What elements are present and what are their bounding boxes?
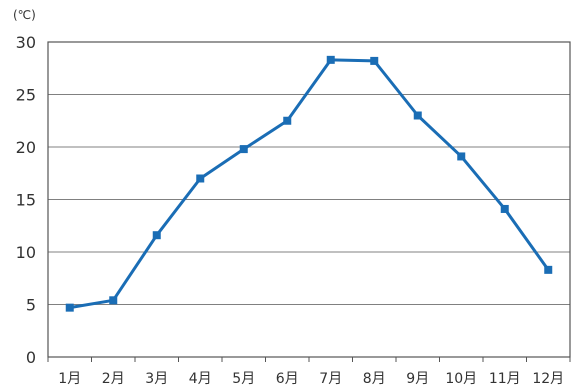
data-point-5 (239, 145, 248, 154)
y-tick-label-30: 30 (16, 33, 36, 52)
data-point-4 (196, 174, 205, 183)
x-tick-label-5: 5月 (232, 371, 255, 387)
x-tick-label-7: 7月 (319, 371, 342, 387)
y-axis-ticks: 0 5 10 15 20 25 30 (16, 33, 36, 367)
x-tick-label-3: 3月 (145, 371, 168, 387)
x-tick-label-11: 11月 (489, 371, 521, 387)
x-tick-label-2: 2月 (102, 371, 125, 387)
y-tick-label-15: 15 (16, 191, 36, 210)
data-point-12 (544, 265, 553, 274)
data-point-6 (283, 116, 292, 125)
data-point-8 (370, 56, 379, 65)
temperature-series (65, 55, 553, 312)
x-tick-label-12: 12月 (532, 371, 564, 387)
x-axis-ticks: 1月 2月 3月 4月 5月 6月 7月 8月 9月 10月 11月 12月 (47, 357, 571, 387)
x-tick-label-1: 1月 (58, 371, 81, 387)
y-unit-label: (℃) (13, 8, 36, 22)
x-tick-label-4: 4月 (189, 371, 212, 387)
data-point-11 (500, 204, 509, 213)
series-line (69, 58, 550, 310)
y-tick-label-10: 10 (16, 243, 36, 262)
y-tick-label-25: 25 (16, 86, 36, 105)
data-point-3 (152, 231, 161, 240)
y-tick-label-20: 20 (16, 138, 36, 157)
x-tick-label-6: 6月 (276, 371, 299, 387)
x-tick-label-9: 9月 (406, 371, 429, 387)
data-point-10 (457, 152, 466, 161)
data-point-2 (109, 296, 118, 305)
y-tick-label-0: 0 (26, 348, 36, 367)
x-tick-label-8: 8月 (363, 371, 386, 387)
x-tick-label-10: 10月 (445, 371, 477, 387)
y-tick-label-5: 5 (26, 296, 36, 315)
data-point-9 (413, 111, 422, 120)
grid-lines (48, 94, 570, 305)
data-point-7 (326, 55, 335, 64)
data-point-1 (65, 303, 74, 312)
